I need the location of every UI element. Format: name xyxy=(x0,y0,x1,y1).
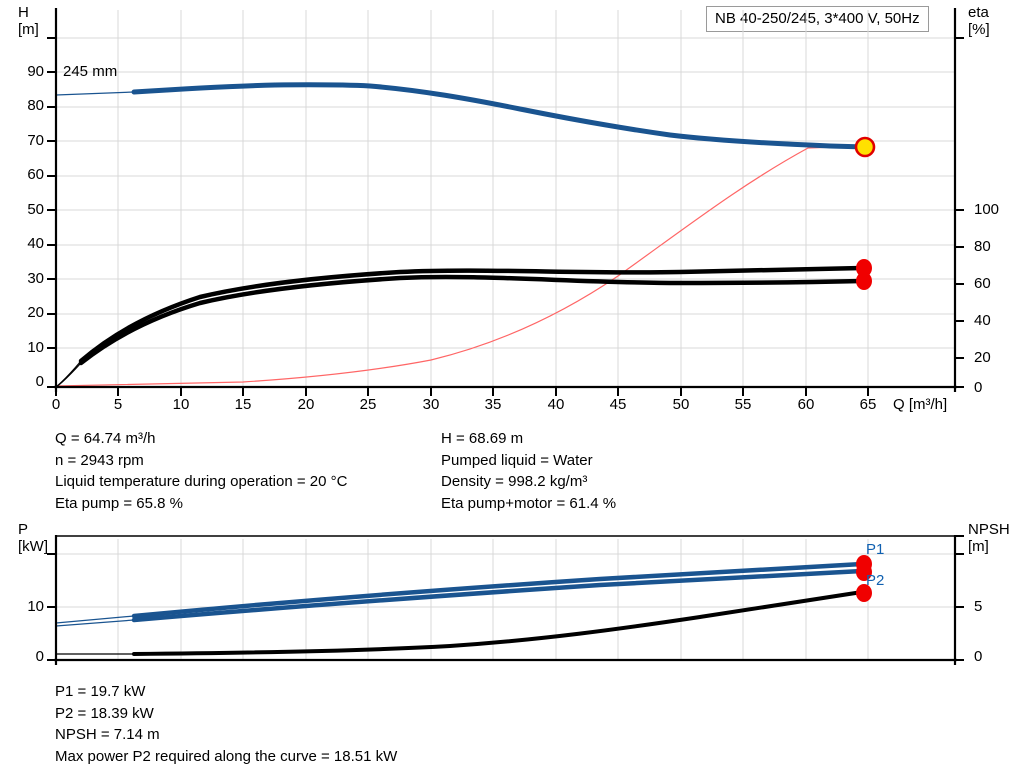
top-chart-duty-point-marker xyxy=(854,136,876,158)
duty-info-flow: Q = 64.74 m³/h xyxy=(55,430,156,447)
power-info-npsh: NPSH = 7.14 m xyxy=(55,726,160,743)
bottom-chart-p2-label: P2 xyxy=(866,572,885,589)
bottom-chart-y-right-axis-title: NPSH [m] xyxy=(968,521,1010,555)
bottom-y-tick-10: 10 xyxy=(27,598,44,615)
top-y2-tick-0: 0 xyxy=(974,379,983,396)
top-y-tick-40: 40 xyxy=(27,235,44,252)
top-chart-gridlines xyxy=(55,10,955,387)
top-chart-eta-pump-motor-curve xyxy=(78,274,865,366)
duty-info-eta-pump: Eta pump = 65.8 % xyxy=(55,494,183,512)
power-info-p1: P1 = 19.7 kW xyxy=(55,683,146,700)
bottom-y2-tick-0: 0 xyxy=(974,648,983,665)
top-chart-head-curve-thin xyxy=(55,91,135,96)
duty-info-eta-pump-motor: Eta pump+motor = 61.4 % xyxy=(441,494,617,512)
top-y-tick-50: 50 xyxy=(27,201,44,218)
duty-info-head: H = 68.69 m xyxy=(441,430,524,447)
top-x-tick-55: 55 xyxy=(734,396,752,413)
bottom-chart-p1-label: P1 xyxy=(866,541,885,558)
top-chart-duty-marker-eta-pump xyxy=(856,259,872,277)
top-x-tick-20: 20 xyxy=(297,396,315,413)
bottom-y-tick-0: 0 xyxy=(35,648,44,665)
duty-info-left-column: Q = 64.74 m³/h n = 2943 rpm Liquid tempe… xyxy=(55,428,347,514)
top-chart-red-reference-curve xyxy=(55,145,866,387)
bottom-chart-p1-curve-thin xyxy=(55,615,135,624)
bottom-chart-axes xyxy=(47,535,964,665)
top-x-tick-50: 50 xyxy=(672,396,690,413)
top-chart-x-axis-title: Q [m³/h] xyxy=(893,396,948,413)
top-x-tick-35: 35 xyxy=(484,396,502,413)
top-y-tick-20: 20 xyxy=(27,304,44,321)
top-y-tick-90: 90 xyxy=(27,63,44,80)
power-info-p2: P2 = 18.39 kW xyxy=(55,704,154,722)
bottom-chart-p1-curve xyxy=(131,561,865,619)
top-y2-tick-20: 20 xyxy=(974,349,991,366)
duty-info-liquid: Pumped liquid = Water xyxy=(441,451,593,469)
bottom-chart-plot xyxy=(47,535,964,665)
top-y-tick-60: 60 xyxy=(27,166,44,183)
bottom-chart-y-left-axis-title: P [kW] xyxy=(18,521,48,555)
bottom-chart-duty-marker-p2 xyxy=(856,563,872,581)
top-chart-eta-pump-curve-thin xyxy=(55,360,82,388)
bottom-y2-tick-5: 5 xyxy=(974,598,983,615)
top-x-tick-25: 25 xyxy=(359,396,377,413)
impeller-size-label: 245 mm xyxy=(63,63,118,80)
duty-info-right-column: H = 68.69 m Pumped liquid = Water Densit… xyxy=(441,428,616,514)
top-y-tick-30: 30 xyxy=(27,270,44,287)
duty-info-temperature: Liquid temperature during operation = 20… xyxy=(55,473,348,490)
top-x-tick-60: 60 xyxy=(797,396,815,413)
bottom-chart-p2-curve-thin xyxy=(55,619,135,627)
top-x-tick-0: 0 xyxy=(51,396,61,413)
top-y-tick-70: 70 xyxy=(27,132,44,149)
top-chart-y-left-axis-title: H [m] xyxy=(18,4,39,38)
top-y2-tick-40: 40 xyxy=(974,312,991,329)
top-chart-y-right-axis-title: eta [%] xyxy=(968,4,990,38)
top-y2-tick-100: 100 xyxy=(974,201,1000,218)
top-y-tick-80: 80 xyxy=(27,97,44,114)
top-x-tick-10: 10 xyxy=(172,396,190,413)
power-info-max-power: Max power P2 required along the curve = … xyxy=(55,747,398,765)
top-chart-eta-pump-curve xyxy=(78,265,865,364)
top-y-tick-10: 10 xyxy=(27,339,44,356)
power-info-block: P1 = 19.7 kW P2 = 18.39 kW NPSH = 7.14 m… xyxy=(55,681,397,767)
top-y2-tick-80: 80 xyxy=(974,238,991,255)
duty-info-density: Density = 998.2 kg/m³ xyxy=(441,473,588,490)
top-chart-duty-marker-eta-pump-motor xyxy=(856,272,872,290)
top-y-tick-0: 0 xyxy=(35,373,44,390)
top-x-tick-15: 15 xyxy=(234,396,252,413)
top-x-tick-45: 45 xyxy=(609,396,627,413)
bottom-chart-npsh-curve xyxy=(132,590,864,656)
bottom-chart-p2-curve xyxy=(131,568,865,623)
top-chart-head-curve xyxy=(131,82,869,150)
top-chart-plot xyxy=(47,8,964,396)
top-chart-axes xyxy=(47,8,964,396)
duty-info-speed: n = 2943 rpm xyxy=(55,451,144,469)
top-x-tick-5: 5 xyxy=(113,396,123,413)
bottom-chart-duty-marker-npsh xyxy=(856,584,872,602)
top-y2-tick-60: 60 xyxy=(974,275,991,292)
top-x-tick-40: 40 xyxy=(547,396,565,413)
top-x-tick-65: 65 xyxy=(859,396,877,413)
top-x-tick-30: 30 xyxy=(422,396,440,413)
